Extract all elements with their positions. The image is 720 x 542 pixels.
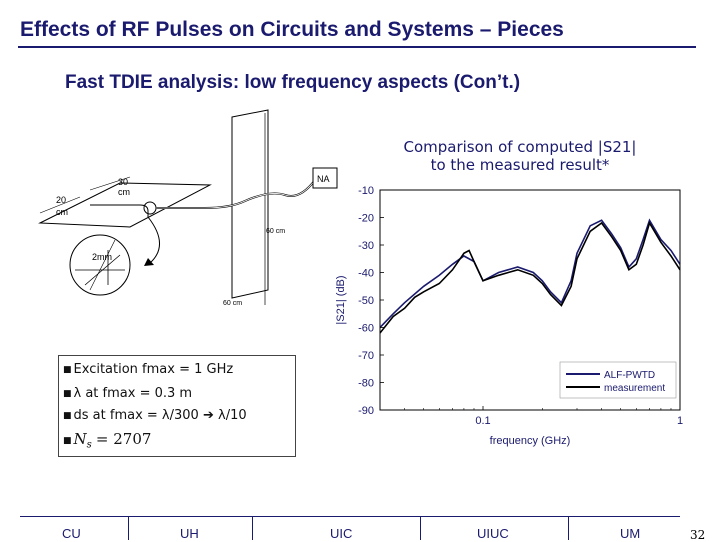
- bullet-wavelength: ■ λ at fmax = 0.3 m: [63, 386, 193, 401]
- footer-cu: CU: [62, 526, 81, 541]
- zoom-pointer-arrowhead: [144, 258, 154, 266]
- series-line-alf-pwtd: [379, 218, 681, 329]
- title-rule: [18, 46, 696, 48]
- bullet-wavelength-text: λ at fmax = 0.3 m: [73, 386, 193, 401]
- footer-uic: UIC: [330, 526, 353, 541]
- bullet-ds-text: ds at fmax = λ/300: [73, 408, 199, 423]
- dim-line-20cm: [39, 196, 81, 214]
- y-tick-label: -10: [358, 185, 374, 197]
- s21-chart: -10 -20 -30 -40 -50 -60 -70 -80 -90 0.1 1 |S21| (d…: [335, 185, 683, 447]
- y-tick-label: -20: [358, 213, 374, 225]
- dim-20cm-label-a: 20: [56, 195, 66, 205]
- bullet-ds-text-2: λ/10: [218, 408, 247, 423]
- footer-divider-3: [420, 516, 421, 540]
- circuit-board: [38, 182, 212, 228]
- network-analyzer-box: [312, 167, 338, 189]
- y-tick-label: -80: [358, 378, 374, 390]
- bullet-ds: ■ ds at fmax = λ/300 ➔ λ/10: [63, 408, 247, 423]
- chart-frame: [379, 189, 681, 411]
- dim-30cm-label-b: cm: [118, 187, 130, 197]
- chart-caption-line2: to the measured result*: [430, 156, 610, 174]
- zoom-pointer-arrow: [147, 216, 160, 264]
- x-tick-label: 0.1: [475, 415, 490, 427]
- y-tick-label: -40: [358, 268, 374, 280]
- dim-60cm-vertical-label: 60 cm: [223, 300, 242, 307]
- bullet-excitation-text: Excitation fmax = 1 GHz: [73, 362, 234, 377]
- bullet-excitation: ■ Excitation fmax = 1 GHz: [63, 362, 234, 377]
- chart-y-axis-label: |S21| (dB): [335, 275, 347, 324]
- chart-caption-line1: Comparison of computed |S21|: [403, 138, 637, 156]
- series-line-measurement: [379, 221, 681, 334]
- zoom-trace-4: [89, 239, 116, 291]
- connector-port: [143, 201, 157, 215]
- right-arrow-icon: ➔: [202, 408, 214, 423]
- chart-ticks: -10 -20 -30 -40 -50 -60 -70 -80 -90 0.1 1: [358, 185, 683, 427]
- coax-cable-inner: [156, 179, 316, 209]
- slide-title: Effects of RF Pulses on Circuits and Sys…: [20, 18, 564, 41]
- ns-symbol: N: [73, 430, 87, 448]
- chart-x-axis-label: frequency (GHz): [490, 435, 571, 447]
- circuit-trace: [90, 204, 149, 217]
- footer-uiuc: UIUC: [477, 526, 509, 541]
- y-tick-label: -90: [358, 405, 374, 417]
- ns-value: = 2707: [95, 430, 152, 448]
- y-tick-label: -30: [358, 240, 374, 252]
- footer-divider-4: [568, 516, 569, 540]
- dim-2mm-label: 2mm: [92, 252, 112, 262]
- zoom-trace-3: [84, 254, 121, 286]
- y-tick-label: -60: [358, 323, 374, 335]
- chart-caption: Comparison of computed |S21| to the meas…: [370, 138, 670, 174]
- chart-legend: ALF-PWTD measurement: [559, 361, 677, 399]
- ns-subscript: s: [86, 439, 92, 451]
- dim-20cm-label-b: cm: [56, 207, 68, 217]
- parameters-box: ■ Excitation fmax = 1 GHz ■ λ at fmax = 0.…: [58, 355, 296, 457]
- y-tick-label: -50: [358, 295, 374, 307]
- setup-diagram: 60 cm 60 cm 30 cm 20 cm NA 2mm: [38, 109, 338, 307]
- footer-um: UM: [620, 526, 641, 541]
- footer-divider-1: [128, 516, 129, 540]
- x-tick-label: 1: [677, 415, 683, 427]
- dim-60cm-horizontal-label: 60 cm: [266, 228, 285, 235]
- legend-label-alf-pwtd: ALF-PWTD: [604, 370, 655, 381]
- footer-divider-2: [252, 516, 253, 540]
- dim-30cm-label-a: 30: [118, 177, 128, 187]
- dim-line-30cm: [89, 176, 131, 191]
- network-analyzer-label: NA: [317, 174, 330, 184]
- chart-legend-box: [559, 361, 677, 399]
- zoom-detail-circle: [69, 234, 131, 296]
- footer-rule: [20, 516, 680, 517]
- page-number: 32: [690, 528, 706, 542]
- chart-series: [379, 218, 681, 334]
- bullet-ns: ■ Ns = 2707: [63, 430, 152, 451]
- slide-subtitle: Fast TDIE analysis: low frequency aspect…: [65, 72, 521, 93]
- footer-uh: UH: [180, 526, 199, 541]
- y-tick-label: -70: [358, 350, 374, 362]
- legend-label-measurement: measurement: [604, 383, 665, 394]
